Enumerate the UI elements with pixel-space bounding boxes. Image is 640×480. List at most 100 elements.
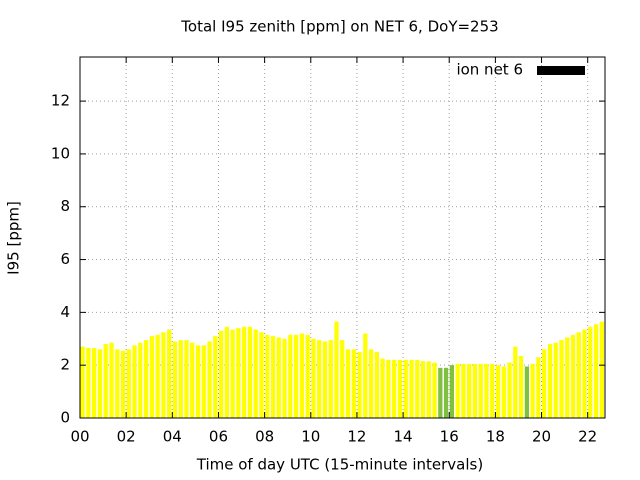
bar <box>97 349 103 418</box>
bar <box>403 359 408 418</box>
bar <box>363 333 368 418</box>
bar <box>484 363 489 418</box>
bar <box>478 363 483 418</box>
bar <box>190 342 195 418</box>
bar <box>593 324 599 418</box>
bar <box>126 349 131 418</box>
x-tick-label: 04 <box>163 428 182 446</box>
bar <box>86 348 91 418</box>
y-tick-label: 0 <box>60 409 70 427</box>
y-tick-label: 10 <box>51 144 70 162</box>
bar <box>247 326 253 418</box>
bar <box>351 349 356 418</box>
bar <box>305 334 310 418</box>
bar <box>392 359 397 418</box>
x-tick-label: 10 <box>301 428 320 446</box>
bar <box>103 344 108 418</box>
bar <box>115 349 120 418</box>
bar <box>501 366 506 418</box>
bar <box>242 326 247 418</box>
bar <box>172 341 178 418</box>
bar <box>524 366 529 418</box>
bar <box>461 363 466 418</box>
bar <box>259 332 264 418</box>
y-tick-label: 2 <box>60 356 70 374</box>
bar <box>155 334 160 418</box>
x-tick-label: 14 <box>394 428 413 446</box>
bar <box>80 346 85 418</box>
bar <box>576 332 581 418</box>
bar <box>340 340 345 418</box>
bar <box>374 351 379 418</box>
bar <box>386 359 391 418</box>
bar <box>368 349 374 418</box>
bar <box>109 342 114 418</box>
bar <box>167 329 172 418</box>
y-tick-label: 8 <box>60 197 70 215</box>
plot-frame <box>79 56 606 419</box>
bar <box>328 340 333 418</box>
x-tick-label: 16 <box>440 428 459 446</box>
bar <box>547 344 553 418</box>
bar <box>270 336 276 418</box>
bar <box>345 349 351 418</box>
bar <box>276 337 281 418</box>
x-tick-label: 22 <box>578 428 597 446</box>
bar <box>467 363 472 418</box>
bar <box>426 361 431 418</box>
bar <box>420 361 426 418</box>
bar <box>530 363 535 418</box>
chart-title: Total I95 zenith [ppm] on NET 6, DoY=253 <box>180 18 498 36</box>
bar <box>317 340 322 418</box>
bar <box>599 321 604 418</box>
bar <box>518 355 524 418</box>
bar <box>161 332 166 418</box>
bar <box>92 348 97 418</box>
bar <box>322 341 328 418</box>
bar <box>213 336 218 418</box>
bar <box>201 345 206 418</box>
bar <box>553 342 558 418</box>
bar <box>513 346 518 418</box>
bar <box>582 329 587 418</box>
y-axis-label: I95 [ppm] <box>5 201 23 275</box>
bar <box>178 340 183 418</box>
x-axis-label: Time of day UTC (15-minute intervals) <box>196 456 483 474</box>
y-tick-label: 4 <box>60 303 70 321</box>
y-tick-label: 12 <box>51 92 70 110</box>
x-tick-label: 12 <box>347 428 366 446</box>
bar <box>455 363 460 418</box>
bar <box>432 362 437 418</box>
bar <box>230 329 235 418</box>
bar <box>559 340 564 418</box>
bar <box>265 334 270 418</box>
bar <box>472 363 478 418</box>
bar <box>293 334 299 418</box>
bar <box>443 367 449 418</box>
bar <box>449 365 454 418</box>
bar <box>207 341 212 418</box>
bar <box>282 338 287 418</box>
bar <box>542 349 547 418</box>
bar <box>357 351 362 418</box>
bar <box>253 329 258 418</box>
bar <box>536 357 541 418</box>
bar <box>195 345 201 418</box>
bar <box>380 358 385 418</box>
bar <box>495 365 501 418</box>
bar <box>132 345 137 418</box>
legend-swatch <box>537 66 585 75</box>
x-tick-label: 18 <box>486 428 505 446</box>
bar <box>409 359 414 418</box>
bar <box>236 328 241 418</box>
bar <box>565 337 570 418</box>
bar <box>415 359 420 418</box>
x-tick-label: 06 <box>209 428 228 446</box>
x-tick-label: 02 <box>117 428 136 446</box>
bar <box>507 362 512 418</box>
y-tick-label: 6 <box>60 250 70 268</box>
x-tick-label: 08 <box>255 428 274 446</box>
legend-label: ion net 6 <box>456 61 523 79</box>
x-tick-label: 00 <box>70 428 89 446</box>
